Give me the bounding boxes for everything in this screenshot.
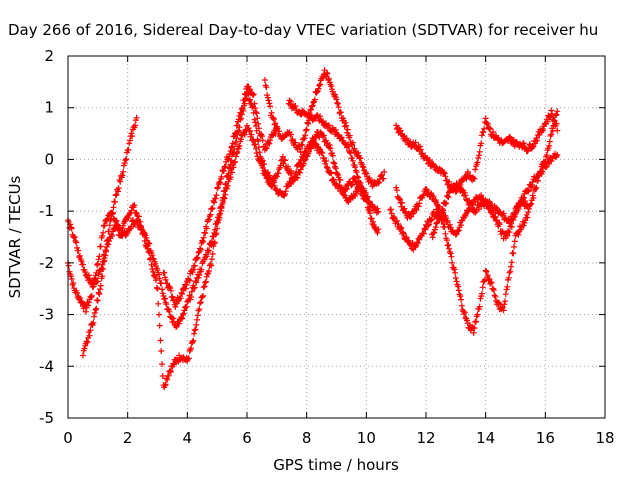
y-tick-label: -4 bbox=[39, 357, 54, 375]
series-track-6 bbox=[285, 97, 382, 236]
marker-trace bbox=[261, 67, 388, 190]
x-tick-label: 12 bbox=[416, 429, 435, 447]
x-tick-label: 14 bbox=[476, 429, 495, 447]
x-tick-label: 0 bbox=[63, 429, 73, 447]
x-tick-label: 2 bbox=[123, 429, 133, 447]
x-tick-label: 8 bbox=[302, 429, 312, 447]
x-tick-label: 18 bbox=[595, 429, 614, 447]
marker-trace bbox=[429, 180, 531, 241]
chart-title: Day 266 of 2016, Sidereal Day-to-day VTE… bbox=[8, 21, 598, 39]
y-tick-label: -5 bbox=[39, 409, 54, 427]
y-axis-label: SDTVAR / TECUs bbox=[6, 175, 24, 298]
y-tick-label: 1 bbox=[44, 99, 54, 117]
data-series bbox=[65, 67, 561, 391]
marker-trace bbox=[285, 97, 382, 236]
marker-trace bbox=[160, 83, 280, 310]
series-track-3 bbox=[79, 114, 140, 359]
x-tick-label: 16 bbox=[536, 429, 555, 447]
series-track-4 bbox=[160, 83, 280, 310]
y-tick-label: 2 bbox=[44, 47, 54, 65]
gridlines bbox=[68, 56, 605, 418]
y-tick-label: -2 bbox=[39, 254, 54, 272]
plot-frame bbox=[67, 55, 606, 419]
series-track-10 bbox=[429, 180, 531, 241]
series-track-1 bbox=[65, 89, 382, 391]
marker-trace bbox=[65, 89, 382, 391]
x-axis-label: GPS time / hours bbox=[273, 456, 399, 474]
y-tick-label: -3 bbox=[39, 306, 54, 324]
marker-trace bbox=[79, 114, 140, 359]
x-tick-label: 6 bbox=[242, 429, 252, 447]
x-tick-label: 4 bbox=[183, 429, 193, 447]
series-track-5 bbox=[261, 67, 388, 190]
y-tick-label: 0 bbox=[44, 150, 54, 168]
y-tick-label: -1 bbox=[39, 202, 54, 220]
x-tick-label: 10 bbox=[357, 429, 376, 447]
